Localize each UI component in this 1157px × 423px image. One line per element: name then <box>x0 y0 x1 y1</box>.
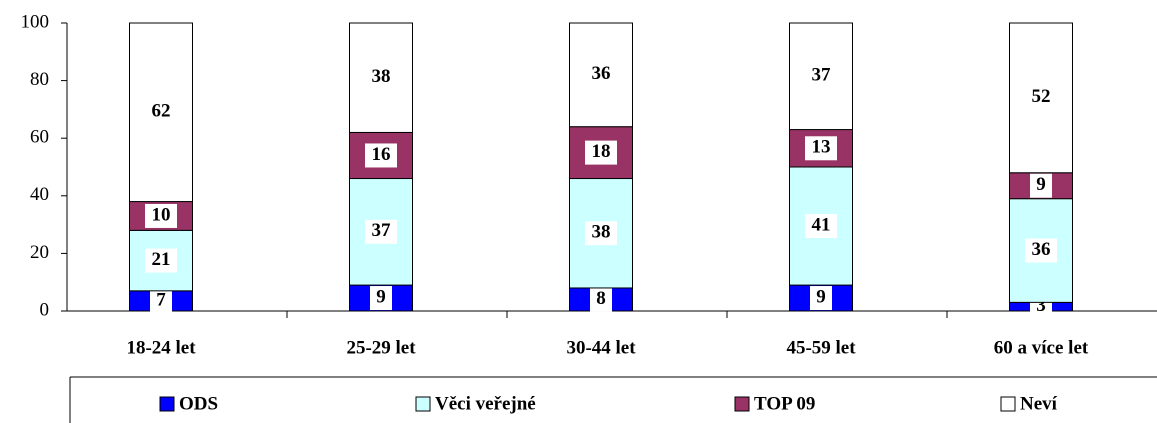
label-bg <box>145 248 177 273</box>
data-label: 38 <box>592 222 611 243</box>
label-bg <box>810 286 832 311</box>
legend-label: Neví <box>1020 393 1058 414</box>
legend-swatch <box>415 396 431 412</box>
data-label: 36 <box>1032 239 1051 260</box>
data-label: 13 <box>812 137 831 158</box>
legend-swatch <box>159 396 175 412</box>
data-label: 16 <box>372 144 391 165</box>
y-tick-label: 0 <box>40 299 50 320</box>
data-label: 36 <box>592 63 611 84</box>
data-label: 52 <box>1032 86 1051 107</box>
label-bg <box>585 62 617 87</box>
label-bg <box>150 288 172 313</box>
y-tick-label: 60 <box>30 127 49 148</box>
x-tick-label: 25-29 let <box>346 337 416 358</box>
data-label: 9 <box>816 286 826 307</box>
data-label: 38 <box>372 66 391 87</box>
x-tick-label: 60 a více let <box>994 337 1089 358</box>
label-bg <box>805 136 837 161</box>
x-tick-label: 30-44 let <box>566 337 636 358</box>
data-label: 7 <box>156 289 166 310</box>
label-bg <box>145 100 177 125</box>
legend-label: ODS <box>179 393 218 414</box>
x-tick-label: 45-59 let <box>786 337 856 358</box>
data-label: 62 <box>152 101 171 122</box>
data-label: 8 <box>596 288 606 309</box>
label-bg <box>585 221 617 246</box>
data-label: 21 <box>152 249 171 270</box>
label-bg <box>585 140 617 165</box>
data-label: 9 <box>376 286 386 307</box>
legend-label: Věci veřejné <box>435 393 536 414</box>
label-bg <box>1025 238 1057 263</box>
label-bg <box>590 287 612 312</box>
label-bg <box>805 64 837 89</box>
data-label: 3 <box>1036 295 1046 316</box>
label-bg <box>1025 85 1057 110</box>
legend-label: TOP 09 <box>754 393 815 414</box>
data-label: 37 <box>372 220 392 241</box>
label-bg <box>1030 173 1052 198</box>
data-label: 10 <box>152 204 171 225</box>
y-tick-label: 20 <box>30 242 49 263</box>
y-tick-label: 80 <box>30 69 49 90</box>
label-bg <box>805 214 837 239</box>
x-tick-label: 18-24 let <box>126 337 196 358</box>
y-tick-label: 40 <box>30 184 49 205</box>
bar-segment <box>129 22 193 203</box>
data-label: 18 <box>592 141 611 162</box>
label-bg <box>145 203 177 228</box>
legend-swatch <box>734 396 750 412</box>
data-label: 9 <box>1036 174 1046 195</box>
label-bg <box>365 65 397 90</box>
data-label: 37 <box>812 65 832 86</box>
label-bg <box>365 219 397 244</box>
y-tick-label: 100 <box>21 11 50 32</box>
label-bg <box>370 286 392 311</box>
data-label: 41 <box>812 214 831 235</box>
legend-swatch <box>1000 396 1016 412</box>
label-bg <box>365 143 397 168</box>
